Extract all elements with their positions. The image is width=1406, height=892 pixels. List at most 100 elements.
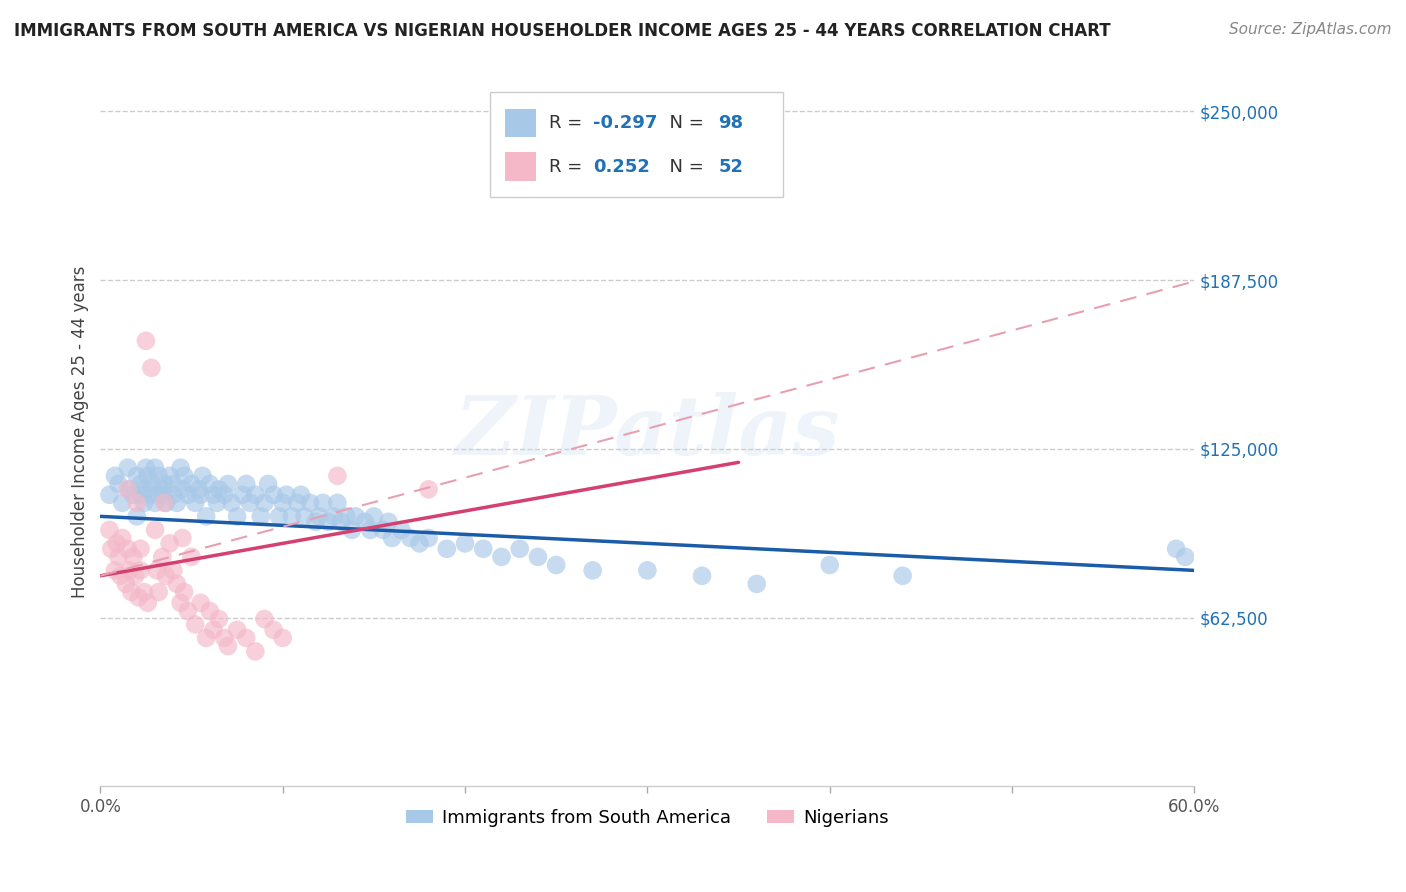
Point <box>582 563 605 577</box>
Point <box>316 515 339 529</box>
Point <box>117 460 139 475</box>
Point <box>128 591 150 605</box>
Point <box>389 523 412 537</box>
Text: N =: N = <box>658 158 710 176</box>
Point <box>1166 541 1188 556</box>
Point <box>153 496 176 510</box>
Point <box>141 360 163 375</box>
Point <box>117 541 139 556</box>
Point <box>344 509 367 524</box>
Point <box>208 612 231 626</box>
Point <box>98 488 121 502</box>
Point <box>198 477 221 491</box>
Point <box>143 496 166 510</box>
Point <box>111 496 134 510</box>
Point <box>120 585 142 599</box>
Point <box>172 483 194 497</box>
Point <box>245 488 267 502</box>
Text: IMMIGRANTS FROM SOUTH AMERICA VS NIGERIAN HOUSEHOLDER INCOME AGES 25 - 44 YEARS : IMMIGRANTS FROM SOUTH AMERICA VS NIGERIA… <box>14 22 1111 40</box>
Point <box>191 468 214 483</box>
Point <box>172 531 194 545</box>
Point <box>122 549 145 564</box>
Point <box>125 509 148 524</box>
Point <box>281 509 304 524</box>
Point <box>253 612 276 626</box>
Point <box>155 569 177 583</box>
Point <box>105 536 128 550</box>
Bar <box>505 153 536 181</box>
Point <box>1174 549 1197 564</box>
Point <box>184 496 207 510</box>
Point <box>285 496 308 510</box>
Point <box>235 631 257 645</box>
Point <box>290 488 312 502</box>
Point <box>187 483 209 497</box>
Point <box>312 496 335 510</box>
Point <box>136 596 159 610</box>
Point <box>111 531 134 545</box>
Point <box>509 541 531 556</box>
Point <box>271 631 294 645</box>
Point <box>377 515 399 529</box>
Point <box>104 563 127 577</box>
Point <box>363 509 385 524</box>
FancyBboxPatch shape <box>489 93 783 197</box>
Point <box>136 468 159 483</box>
Point <box>148 468 170 483</box>
Point <box>202 488 225 502</box>
Point <box>132 496 155 510</box>
Point <box>381 531 404 545</box>
Point <box>371 523 394 537</box>
Point <box>472 541 495 556</box>
Point <box>299 496 322 510</box>
Point <box>249 509 271 524</box>
Point <box>118 483 141 497</box>
Point <box>125 496 148 510</box>
Point <box>202 623 225 637</box>
Point <box>745 577 768 591</box>
Point <box>143 460 166 475</box>
Point <box>271 496 294 510</box>
Text: N =: N = <box>658 114 710 132</box>
Point <box>217 639 239 653</box>
Point <box>195 631 218 645</box>
Point <box>190 488 212 502</box>
Point <box>214 631 236 645</box>
Text: R =: R = <box>548 114 588 132</box>
Text: 98: 98 <box>718 114 744 132</box>
Point <box>491 549 513 564</box>
Point <box>208 483 231 497</box>
Point <box>546 558 568 572</box>
Point <box>214 488 236 502</box>
Point <box>195 509 218 524</box>
Point <box>166 577 188 591</box>
Point <box>159 536 181 550</box>
Text: Source: ZipAtlas.com: Source: ZipAtlas.com <box>1229 22 1392 37</box>
Point <box>198 604 221 618</box>
Point <box>115 577 138 591</box>
Point <box>226 623 249 637</box>
Point <box>527 549 550 564</box>
Point <box>177 604 200 618</box>
Point <box>107 549 129 564</box>
Text: ZIPatlas: ZIPatlas <box>454 392 841 472</box>
Point <box>173 468 195 483</box>
Point <box>143 523 166 537</box>
Point <box>253 496 276 510</box>
Point <box>153 477 176 491</box>
Point <box>267 509 290 524</box>
Point <box>818 558 841 572</box>
Point <box>184 617 207 632</box>
Point <box>135 460 157 475</box>
Point <box>118 563 141 577</box>
Point <box>232 488 254 502</box>
Point <box>226 509 249 524</box>
Point <box>263 488 285 502</box>
Point <box>124 569 146 583</box>
Point <box>122 488 145 502</box>
Point <box>359 523 381 537</box>
Text: -0.297: -0.297 <box>593 114 657 132</box>
Point <box>162 488 184 502</box>
Point <box>98 523 121 537</box>
Point <box>239 496 262 510</box>
